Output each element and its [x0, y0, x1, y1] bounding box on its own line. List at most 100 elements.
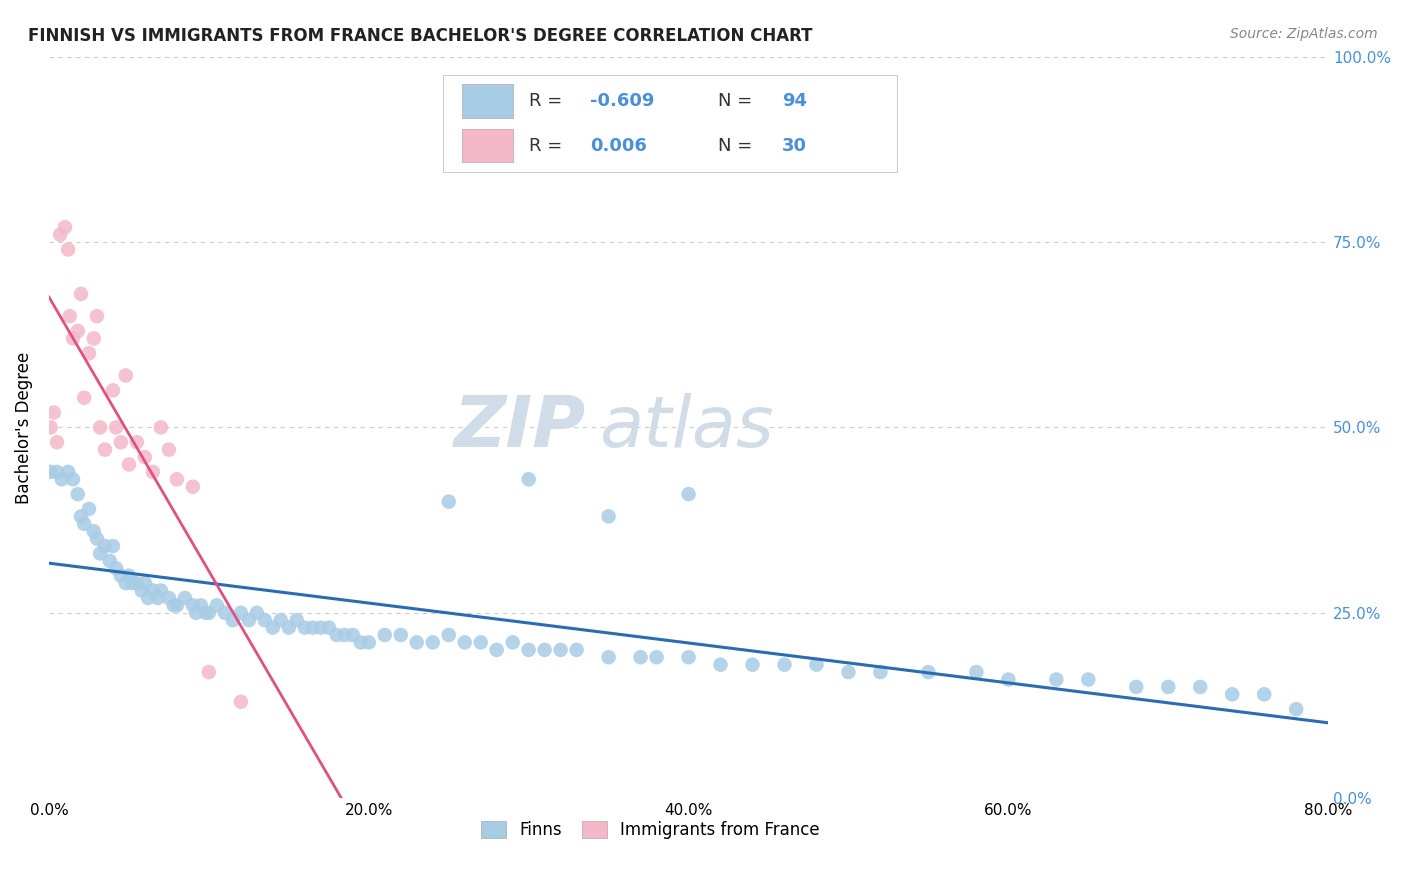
Point — [246, 606, 269, 620]
Point — [350, 635, 373, 649]
Text: FINNISH VS IMMIGRANTS FROM FRANCE BACHELOR'S DEGREE CORRELATION CHART: FINNISH VS IMMIGRANTS FROM FRANCE BACHEL… — [28, 27, 813, 45]
Point — [214, 606, 236, 620]
Text: R =: R = — [529, 136, 568, 154]
Y-axis label: Bachelor's Degree: Bachelor's Degree — [15, 351, 32, 504]
Point — [270, 613, 292, 627]
Point — [110, 568, 132, 582]
Point — [142, 465, 165, 479]
Point — [166, 599, 188, 613]
Point — [1285, 702, 1308, 716]
Point — [149, 583, 172, 598]
Point — [709, 657, 731, 672]
Point — [66, 324, 89, 338]
Point — [49, 227, 72, 242]
Point — [917, 665, 939, 679]
Point — [157, 591, 180, 605]
Point — [142, 583, 165, 598]
Point — [198, 665, 221, 679]
Point — [125, 435, 148, 450]
Point — [114, 368, 136, 383]
Point — [101, 384, 124, 398]
Point — [326, 628, 349, 642]
Point — [94, 539, 117, 553]
Point — [405, 635, 427, 649]
Point — [42, 406, 65, 420]
Point — [1045, 673, 1067, 687]
Point — [70, 287, 93, 301]
Point — [806, 657, 828, 672]
Point — [62, 472, 84, 486]
Point — [598, 650, 620, 665]
Point — [46, 465, 69, 479]
Point — [229, 695, 252, 709]
Point — [389, 628, 412, 642]
Text: 0.006: 0.006 — [591, 136, 647, 154]
Point — [198, 606, 221, 620]
Point — [374, 628, 396, 642]
Text: ZIP: ZIP — [454, 392, 586, 462]
Point — [105, 420, 128, 434]
Point — [678, 487, 700, 501]
Point — [965, 665, 987, 679]
Point — [565, 643, 588, 657]
Point — [101, 539, 124, 553]
Point — [39, 420, 62, 434]
Point — [146, 591, 169, 605]
Point — [118, 458, 141, 472]
Point — [66, 487, 89, 501]
Point — [131, 583, 153, 598]
Point — [1220, 687, 1243, 701]
Point — [357, 635, 380, 649]
Point — [62, 331, 84, 345]
Point — [773, 657, 796, 672]
Point — [1189, 680, 1212, 694]
Point — [645, 650, 668, 665]
FancyBboxPatch shape — [463, 129, 513, 162]
FancyBboxPatch shape — [443, 75, 897, 171]
Point — [301, 621, 323, 635]
Point — [83, 331, 105, 345]
Point — [70, 509, 93, 524]
Point — [94, 442, 117, 457]
Legend: Finns, Immigrants from France: Finns, Immigrants from France — [474, 814, 827, 846]
Point — [437, 494, 460, 508]
Point — [181, 599, 204, 613]
Point — [149, 420, 172, 434]
Point — [181, 480, 204, 494]
Point — [837, 665, 859, 679]
Point — [121, 576, 143, 591]
Point — [118, 568, 141, 582]
Point — [678, 650, 700, 665]
Point — [39, 465, 62, 479]
Point — [333, 628, 356, 642]
Point — [309, 621, 332, 635]
FancyBboxPatch shape — [463, 85, 513, 118]
Text: R =: R = — [529, 92, 568, 111]
Point — [285, 613, 308, 627]
Point — [190, 599, 212, 613]
Point — [997, 673, 1019, 687]
Point — [222, 613, 245, 627]
Point — [56, 465, 79, 479]
Point — [454, 635, 477, 649]
Point — [205, 599, 228, 613]
Point — [1253, 687, 1275, 701]
Point — [166, 472, 188, 486]
Text: 30: 30 — [782, 136, 807, 154]
Point — [73, 516, 96, 531]
Text: N =: N = — [718, 92, 758, 111]
Point — [73, 391, 96, 405]
Point — [1157, 680, 1180, 694]
Text: atlas: atlas — [599, 392, 773, 462]
Point — [134, 576, 156, 591]
Point — [229, 606, 252, 620]
Point — [114, 576, 136, 591]
Point — [157, 442, 180, 457]
Point — [136, 591, 159, 605]
Point — [163, 599, 186, 613]
Point — [485, 643, 508, 657]
Point — [194, 606, 217, 620]
Point — [533, 643, 555, 657]
Point — [89, 420, 111, 434]
Point — [342, 628, 364, 642]
